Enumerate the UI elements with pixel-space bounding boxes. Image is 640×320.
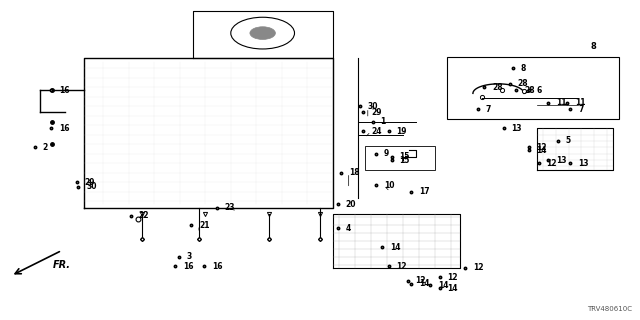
Text: 9: 9 (384, 149, 389, 158)
Text: 20: 20 (346, 200, 356, 209)
Text: 12: 12 (537, 143, 547, 152)
Text: 2: 2 (43, 143, 48, 152)
Text: 6: 6 (537, 86, 542, 95)
Text: 14: 14 (537, 146, 547, 155)
Text: 15: 15 (399, 152, 410, 161)
Text: 28: 28 (518, 79, 528, 88)
Text: 19: 19 (396, 127, 407, 136)
Text: TRV480610C: TRV480610C (588, 306, 632, 312)
Text: 14: 14 (447, 284, 458, 293)
Text: 13: 13 (556, 156, 566, 164)
Text: 16: 16 (59, 86, 69, 95)
Text: 1: 1 (381, 117, 386, 126)
Text: 7: 7 (486, 105, 491, 114)
Text: 4: 4 (346, 224, 351, 233)
Text: 30: 30 (368, 101, 378, 111)
Text: 29: 29 (84, 178, 95, 187)
Text: 28: 28 (492, 83, 502, 92)
Text: 13: 13 (578, 159, 589, 168)
Text: 15: 15 (399, 156, 410, 164)
Text: 18: 18 (349, 168, 359, 177)
Text: 5: 5 (565, 136, 570, 146)
Text: 16: 16 (59, 124, 69, 133)
Text: 11: 11 (575, 99, 586, 108)
Text: 22: 22 (138, 211, 149, 220)
Text: 14: 14 (438, 281, 449, 290)
Text: 3: 3 (186, 252, 191, 261)
Text: 11: 11 (556, 99, 566, 108)
Text: 8: 8 (521, 63, 526, 73)
Text: 23: 23 (225, 203, 235, 212)
Text: 30: 30 (86, 182, 97, 191)
Text: 21: 21 (199, 220, 209, 229)
Text: 16: 16 (183, 262, 193, 271)
Text: 12: 12 (415, 276, 426, 285)
Text: 13: 13 (511, 124, 522, 133)
Text: 14: 14 (419, 279, 429, 288)
Text: 24: 24 (371, 127, 381, 136)
Bar (365, 146, 435, 170)
Text: 16: 16 (212, 262, 222, 271)
Text: 8: 8 (591, 42, 596, 51)
Text: 28: 28 (524, 86, 534, 95)
Text: 12: 12 (473, 263, 483, 272)
Circle shape (250, 27, 275, 39)
Bar (447, 57, 620, 119)
Text: 17: 17 (419, 187, 429, 196)
Text: 14: 14 (390, 243, 401, 252)
Text: 10: 10 (384, 181, 394, 190)
Text: 12: 12 (396, 262, 407, 271)
Text: 29: 29 (371, 108, 381, 117)
Text: FR.: FR. (52, 260, 70, 270)
Text: 12: 12 (447, 273, 458, 282)
Text: 7: 7 (578, 105, 584, 114)
Text: 12: 12 (546, 159, 557, 168)
